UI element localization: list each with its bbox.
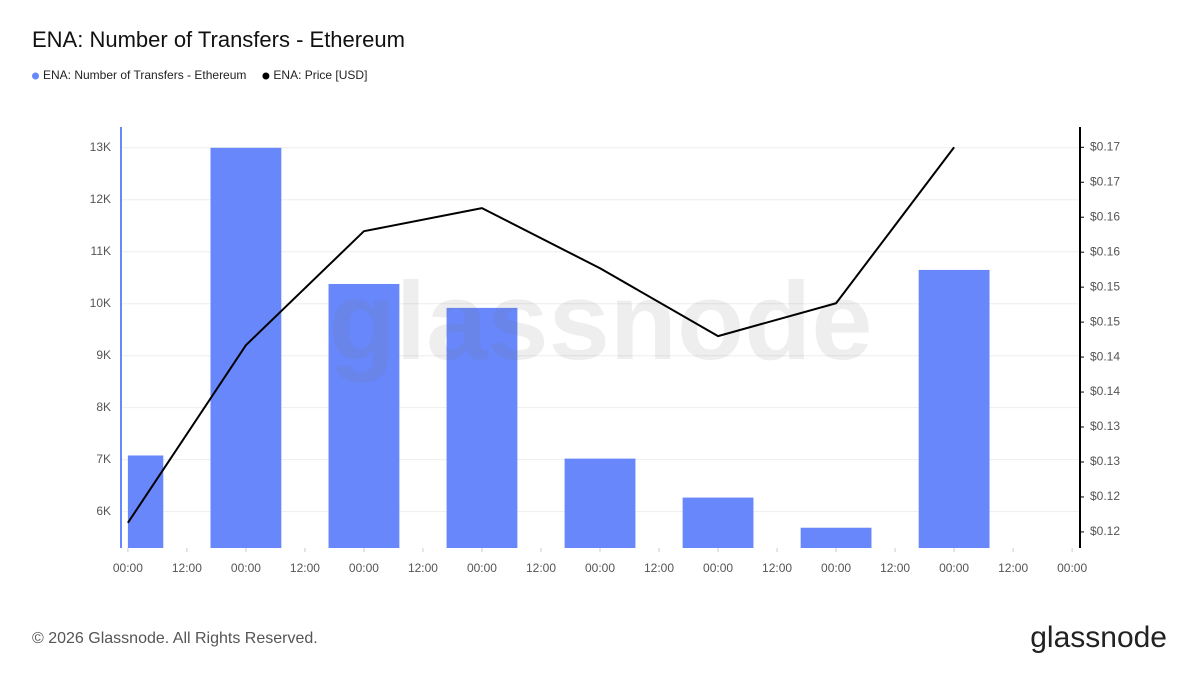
y-tick-label: 13K [90, 140, 111, 154]
y2-tick-label: $0.15 [1090, 279, 1120, 293]
watermark: glassnode [328, 260, 872, 383]
y-tick-label: 10K [90, 296, 111, 310]
y-tick-label: 9K [96, 348, 111, 362]
x-tick-label: 00:00 [349, 561, 379, 575]
price-line [127, 146, 955, 524]
x-tick-label: 12:00 [644, 561, 674, 575]
bar [682, 497, 754, 548]
x-tick-label: 12:00 [762, 561, 792, 575]
bar [328, 283, 400, 548]
bar [918, 269, 990, 548]
x-tick-label: 00:00 [231, 561, 261, 575]
x-tick-label: 12:00 [172, 561, 202, 575]
y-tick-label: 8K [96, 400, 111, 414]
y-tick-label: 6K [96, 504, 111, 518]
bar [800, 527, 872, 548]
x-tick-label: 00:00 [1057, 561, 1087, 575]
x-tick-label: 00:00 [821, 561, 851, 575]
y2-tick-label: $0.12 [1090, 524, 1120, 538]
x-tick-label: 12:00 [526, 561, 556, 575]
y2-tick-label: $0.13 [1090, 454, 1120, 468]
y-tick-label: 12K [90, 192, 111, 206]
y2-tick-label: $0.16 [1090, 209, 1120, 223]
y2-tick-label: $0.14 [1090, 349, 1120, 363]
y2-tick-label: $0.16 [1090, 244, 1120, 258]
logo: glassnode [1030, 621, 1167, 654]
y2-tick-label: $0.15 [1090, 314, 1120, 328]
y2-tick-label: $0.17 [1090, 174, 1120, 188]
x-tick-label: 00:00 [467, 561, 497, 575]
footer: © 2026 Glassnode. All Rights Reserved. [32, 630, 318, 647]
legend-label: ENA: Price [USD] [273, 68, 367, 82]
y2-tick-label: $0.12 [1090, 489, 1120, 503]
x-tick-label: 00:00 [703, 561, 733, 575]
legend-key [32, 72, 39, 80]
y-tick-label: 11K [91, 244, 111, 258]
x-tick-label: 12:00 [408, 561, 438, 575]
bar [446, 307, 518, 548]
bar [564, 458, 636, 548]
bar [127, 455, 164, 548]
x-tick-label: 12:00 [290, 561, 320, 575]
legend-label: ENA: Number of Transfers - Ethereum [43, 68, 246, 82]
legend-key [262, 72, 270, 80]
x-tick-label: 00:00 [939, 561, 969, 575]
x-tick-label: 12:00 [880, 561, 910, 575]
bar [210, 147, 282, 548]
y2-tick-label: $0.14 [1090, 384, 1120, 398]
y2-tick-label: $0.17 [1090, 139, 1120, 153]
x-tick-label: 00:00 [113, 561, 143, 575]
chart-title: ENA: Number of Transfers - Ethereum [32, 27, 405, 52]
y2-tick-label: $0.13 [1090, 419, 1120, 433]
x-tick-label: 12:00 [998, 561, 1028, 575]
x-tick-label: 00:00 [585, 561, 615, 575]
y-tick-label: 7K [96, 452, 111, 466]
